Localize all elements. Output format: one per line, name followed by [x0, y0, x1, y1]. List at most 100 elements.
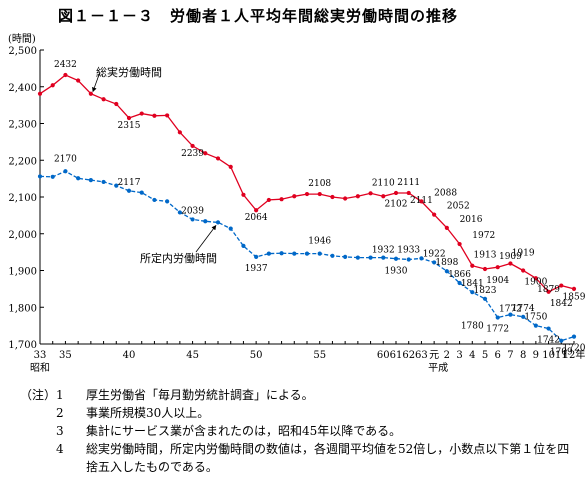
data-point — [432, 212, 437, 217]
notes-head: （注） — [20, 388, 57, 402]
data-label: 2052 — [447, 202, 470, 212]
data-label: 2170 — [54, 154, 77, 164]
data-point — [50, 83, 55, 88]
data-point — [241, 243, 246, 248]
data-point — [470, 263, 475, 268]
figure-title: 図１－１－３ 労働者１人平均年間総実労働時間の推移 — [58, 7, 459, 25]
data-point — [495, 265, 500, 270]
data-point — [101, 97, 106, 102]
data-label: 1972 — [472, 231, 495, 241]
data-label: 2432 — [54, 60, 77, 70]
data-point — [444, 269, 449, 274]
x-tick-label: 55 — [313, 350, 326, 361]
data-label: 1913 — [474, 251, 497, 261]
data-label: 1909 — [499, 252, 522, 262]
data-point — [482, 266, 488, 272]
data-point — [266, 197, 271, 203]
data-point — [571, 334, 577, 339]
y-tick-label: 2,300 — [8, 120, 37, 131]
x-tick-label: 5 — [482, 350, 488, 361]
data-point — [381, 255, 386, 260]
data-point — [139, 111, 144, 116]
x-era-label: 昭和 — [30, 362, 50, 374]
x-era-label: 平成 — [428, 362, 448, 374]
y-tick-label: 1,900 — [8, 267, 37, 278]
x-tick-label: 11 — [555, 350, 568, 361]
note-number: 1 — [56, 388, 64, 402]
note-item: （注） 1 厚生労働省「毎月勤労統計調査」による。 — [20, 386, 580, 404]
data-label: 1904 — [486, 276, 509, 286]
x-tick-label: 7 — [507, 350, 513, 361]
data-label: 2064 — [245, 213, 268, 223]
data-point — [559, 283, 564, 288]
note-item: 2 事業所規模30人以上。 — [20, 404, 580, 422]
data-label: 2088 — [434, 188, 457, 198]
data-point — [279, 197, 284, 202]
data-point — [457, 241, 462, 247]
note-number: 2 — [56, 406, 64, 420]
data-point — [317, 251, 322, 256]
data-point — [63, 169, 68, 174]
y-tick-label: 2,400 — [8, 83, 37, 94]
y-tick-label: 2,000 — [8, 230, 37, 241]
data-point — [101, 179, 106, 185]
data-label: 1879 — [537, 285, 560, 295]
data-label: 1772 — [486, 325, 509, 335]
data-point — [37, 174, 43, 179]
series-label-total: 総実労働時間 — [96, 65, 162, 79]
data-point — [76, 78, 81, 83]
data-label: 1922 — [423, 249, 446, 259]
data-label: 1742 — [537, 336, 560, 346]
data-point — [177, 210, 182, 215]
note-text: 厚生労働省「毎月勤労統計調査」による。 — [86, 388, 314, 402]
data-label: 1842 — [550, 299, 573, 309]
data-point — [330, 253, 335, 258]
data-point — [228, 226, 233, 231]
data-point — [317, 191, 322, 197]
x-tick-label: 60 — [377, 350, 390, 361]
data-label: 1841 — [461, 279, 484, 289]
x-tick-label: 8 — [520, 350, 526, 361]
data-point — [254, 254, 259, 260]
x-tick-label: 10 — [542, 350, 555, 361]
data-point — [152, 113, 157, 118]
x-tick-label: 2 — [444, 350, 450, 361]
x-tick-label: 12年 — [563, 348, 586, 361]
x-tick-label: 63 — [415, 350, 428, 361]
data-label: 2239 — [181, 149, 204, 159]
data-label: 1780 — [461, 322, 484, 332]
data-point — [470, 290, 475, 295]
data-point — [63, 72, 68, 78]
data-point — [165, 199, 170, 204]
data-label: 1750 — [524, 313, 547, 323]
data-label: 2039 — [181, 206, 204, 216]
data-label: 2111 — [397, 178, 420, 188]
x-tick-label: 4 — [469, 350, 475, 361]
data-point — [533, 323, 538, 328]
data-label: 2117 — [118, 178, 141, 188]
data-point — [381, 194, 386, 199]
data-point — [126, 188, 132, 193]
data-point — [50, 174, 55, 179]
data-point — [355, 255, 360, 260]
line-chart: (時間) 1,700 1,800 1,900 2,000 2,100 2,200 2,300 2… — [8, 33, 586, 374]
leader-arrow — [92, 71, 101, 93]
data-point — [457, 280, 462, 286]
data-label: 1772 — [499, 305, 522, 315]
data-point — [114, 101, 119, 107]
leader-arrow — [195, 224, 217, 253]
data-label: 1932 — [372, 246, 395, 256]
y-tick-label: 1,700 — [8, 340, 37, 351]
data-label: 1900 — [524, 278, 547, 288]
data-point — [139, 190, 144, 195]
note-number: 3 — [56, 424, 64, 438]
data-point — [292, 251, 297, 256]
data-point — [215, 220, 221, 225]
x-tick-label: 61 — [390, 350, 403, 361]
note-item: 3 集計にサービス業が含まれたのは，昭和45年以降である。 — [20, 422, 580, 440]
data-point — [355, 194, 360, 199]
data-point — [37, 91, 43, 96]
note-text: 総実労働時間，所定内労働時間の数値は，各週間平均値を52倍し，小数点以下第１位を… — [86, 442, 570, 474]
note-number: 4 — [56, 442, 64, 456]
